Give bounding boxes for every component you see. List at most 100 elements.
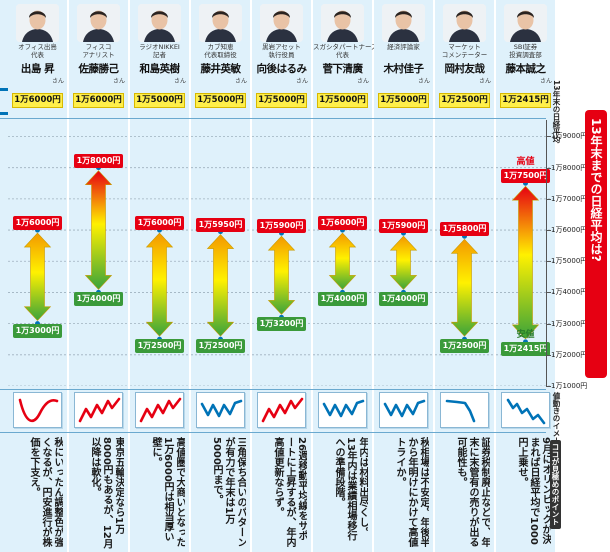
affiliation: ラジオNIKKEI 記者: [130, 43, 189, 59]
trend-image: [74, 392, 123, 428]
shoulders-icon: [266, 29, 297, 42]
key-point-comment: 9月にオリンピックが決まれば日経平均で1000円上乗せ。: [516, 437, 551, 545]
high-forecast-tag: 1万6000円: [13, 216, 62, 231]
high-forecast-tag: 1万5800円: [440, 222, 489, 237]
trend-image: [13, 392, 62, 428]
axis-tick: [546, 323, 551, 325]
low-forecast-tag: 1万2415円: [501, 341, 550, 356]
drop-trend-icon: [445, 399, 476, 423]
year-end-forecast: 1万5000円: [317, 93, 368, 108]
trend-image: [257, 392, 306, 428]
forecaster-name: 菅下清廣: [322, 63, 364, 75]
affiliation: マーケット コメンテーター: [435, 43, 494, 59]
forecaster-column: スガシタパートナーズ 代表 菅下清廣 さん 1万5000円 1万6000円 1万4000円年…: [313, 0, 378, 552]
face-icon: [273, 10, 290, 30]
key-point-comment: 秋にいったん調整色が強くなるが、円安進行が株価を下支え。: [28, 437, 63, 547]
forecaster-name: 藤本誠之: [505, 63, 547, 75]
year-end-forecast: 1万5000円: [134, 93, 185, 108]
range-plot: 1万6000円 1万3000円: [8, 124, 67, 386]
honorific: さん: [295, 78, 308, 85]
year-end-forecast: 1万6000円: [73, 93, 124, 108]
axis-tick-label: 1万9000円: [551, 132, 588, 141]
forecaster-column: 経済評論家 木村佳子 さん 1万5000円 1万5900円 1万4000円 秋相場は不安定。…: [374, 0, 433, 552]
shoulders-icon: [388, 29, 419, 42]
w-shape-trend-icon: [322, 399, 365, 418]
key-point-comment: 26週移動平均線をサポートに上昇するが、年内高値更新ならず。: [272, 437, 307, 547]
price-axis-rule: [546, 120, 547, 386]
range-arrow: [511, 185, 540, 340]
affiliation-line: 記者: [153, 51, 166, 59]
range-plot: 1万5800円 1万2500円: [435, 124, 494, 386]
low-forecast-tag: 1万4000円: [379, 292, 428, 307]
affiliation-line: フィスコ: [85, 43, 112, 51]
high-forecast-tag: 1万5900円: [257, 219, 306, 234]
row-divider: [0, 118, 546, 119]
affiliation-line: ラジオNIKKEI: [139, 43, 180, 51]
forecaster-name: 向後はるみ: [256, 63, 308, 75]
trend-image: [501, 392, 550, 428]
high-forecast-tag: 1万6000円: [135, 216, 184, 231]
range-arrow: [389, 235, 418, 290]
affiliation-line: 経済評論家: [387, 43, 420, 51]
trend-image: [318, 392, 367, 428]
hair-icon: [90, 11, 107, 18]
axis-tick: [546, 136, 551, 138]
forecaster-name: 出島 昇: [20, 63, 55, 75]
face-icon: [29, 10, 46, 30]
affiliation-line: スガシタパートナーズ: [313, 43, 378, 51]
forecaster-name: 藤井英敏: [200, 63, 242, 75]
low-forecast-tag: 1万3200円: [257, 317, 306, 332]
hair-icon: [334, 11, 351, 18]
zigzag-up-trend-icon: [261, 397, 304, 423]
hair-icon: [151, 11, 168, 18]
affiliation-line: 投資調査部: [509, 51, 542, 59]
hair-icon: [395, 11, 412, 18]
key-point-comment: 東京五輪決定なら1万8000円もあるが、12月以降は軟化。: [89, 437, 124, 549]
trend-image: [379, 392, 428, 428]
avatar: [382, 4, 425, 42]
w-shape-trend-icon: [200, 399, 243, 418]
affiliation: オフィス出島 代表: [8, 43, 67, 59]
face-icon: [212, 10, 229, 30]
affiliation-line: 代表: [336, 51, 349, 59]
hair-icon: [456, 11, 473, 18]
shoulders-icon: [205, 29, 236, 42]
affiliation-line: 代表取締役: [204, 51, 237, 59]
range-plot: 1万7500円 1万2415円 高値 安値: [496, 124, 555, 386]
forecaster-name: 和島英樹: [139, 63, 181, 75]
forecaster-column: SBI証券 投資調査部 藤本誠之 さん 1万2415円 1万7500円 1万2415円 高値安…: [496, 0, 555, 552]
left-edge-strip: [0, 0, 8, 552]
low-forecast-tag: 1万2500円: [440, 339, 489, 354]
year-end-axis-label: 13年末の日経平均: [552, 80, 561, 143]
range-arrow: [84, 170, 113, 290]
face-icon: [334, 10, 351, 30]
affiliation-line: 代表: [31, 51, 44, 59]
axis-tick-label: 1万6000円: [551, 226, 588, 235]
forecaster-name: 佐藤勝己: [78, 63, 120, 75]
shoulders-icon: [449, 29, 480, 42]
affiliation: SBI証券 投資調査部: [496, 43, 555, 59]
forecaster-name: 岡村友哉: [444, 63, 486, 75]
face-icon: [90, 10, 107, 30]
avatar: [260, 4, 303, 42]
high-forecast-tag: 1万5900円: [379, 219, 428, 234]
affiliation: 黒岩アセット 執行役員: [252, 43, 311, 59]
range-plot: 1万5900円 1万4000円: [374, 124, 433, 386]
face-icon: [517, 10, 534, 30]
affiliation-line: オフィス出島: [18, 43, 57, 51]
year-end-forecast: 1万2500円: [439, 93, 490, 108]
affiliation: カブ知恵 代表取締役: [191, 43, 250, 59]
honorific: さん: [51, 78, 64, 85]
shoulders-icon: [327, 29, 358, 42]
axis-tick: [546, 386, 551, 387]
axis-tick: [546, 167, 551, 169]
range-plot: 1万6000円 1万4000円: [313, 124, 372, 386]
honorific: さん: [417, 78, 430, 85]
honorific: さん: [112, 78, 125, 85]
high-forecast-tag: 1万7500円: [501, 169, 550, 184]
axis-tick-label: 1万3000円: [551, 319, 588, 328]
axis-tick-label: 1万7000円: [551, 194, 588, 203]
high-word: 高値: [516, 157, 535, 168]
honorific: さん: [356, 78, 369, 85]
